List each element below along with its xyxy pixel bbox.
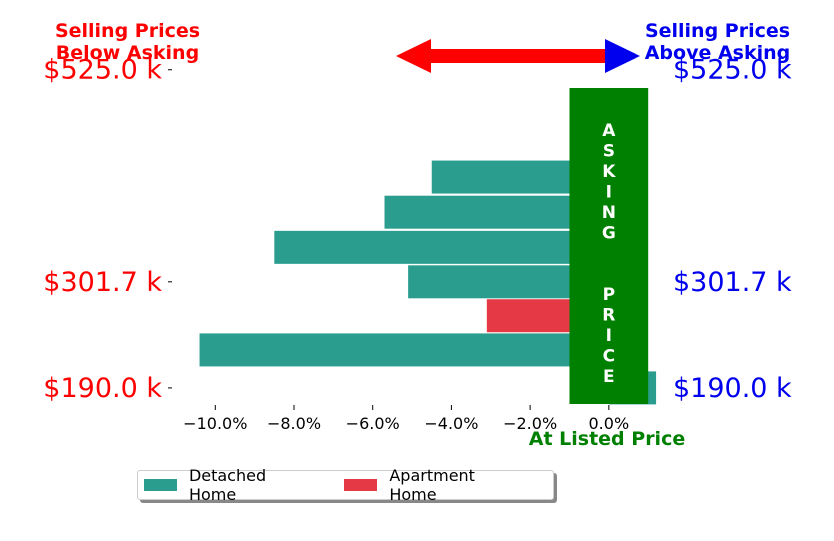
arrow-head-left	[396, 39, 431, 73]
asking-band-letter: K	[602, 162, 616, 182]
x-tick-label: −4.0%	[424, 414, 478, 433]
asking-band-letter: A	[602, 121, 616, 141]
asking-band-letter: C	[603, 347, 615, 367]
asking-band-letter: E	[603, 367, 615, 387]
y-tick-label-left: $190.0 k	[43, 373, 162, 404]
y-tick-label-left: $525.0 k	[43, 55, 162, 86]
bar-1	[199, 333, 609, 367]
x-axis-label: At Listed Price	[529, 428, 685, 450]
asking-band-letter: P	[603, 285, 615, 305]
legend-item-detached: Detached Home	[144, 466, 314, 504]
asking-band-letter: I	[606, 326, 612, 346]
legend-item-apartment: Apartment Home	[344, 466, 523, 504]
asking-band-letter: G	[602, 224, 616, 244]
x-tick-label: −2.0%	[503, 414, 557, 433]
asking-band-letter: N	[602, 203, 616, 223]
legend-label-apartment: Apartment Home	[389, 466, 475, 504]
x-tick-label: 0.0%	[589, 414, 630, 433]
arrow-head-right	[605, 39, 640, 73]
legend-label-detached: Detached Home	[188, 466, 267, 504]
x-tick-label: −10.0%	[183, 414, 247, 433]
y-tick-label-right: $190.0 k	[673, 373, 792, 404]
asking-band-letter: R	[602, 306, 615, 326]
legend-swatch-detached	[144, 479, 177, 491]
x-tick-label: −6.0%	[346, 414, 400, 433]
below-asking-header: Selling Prices Below Asking	[54, 20, 201, 64]
legend: Detached Home Apartment Home	[137, 466, 554, 504]
y-tick-label-right: $301.7 k	[673, 267, 792, 298]
asking-price-band	[569, 88, 649, 404]
y-tick-label-right: $525.0 k	[673, 55, 792, 86]
x-tick-label: −8.0%	[267, 414, 321, 433]
asking-band-letter: I	[606, 183, 612, 203]
y-tick-label-left: $301.7 k	[43, 267, 162, 298]
above-asking-header: Selling Prices Above Asking	[644, 20, 791, 64]
asking-band-letter: S	[603, 142, 615, 162]
legend-swatch-apartment	[344, 479, 378, 491]
bar-4	[274, 230, 609, 264]
